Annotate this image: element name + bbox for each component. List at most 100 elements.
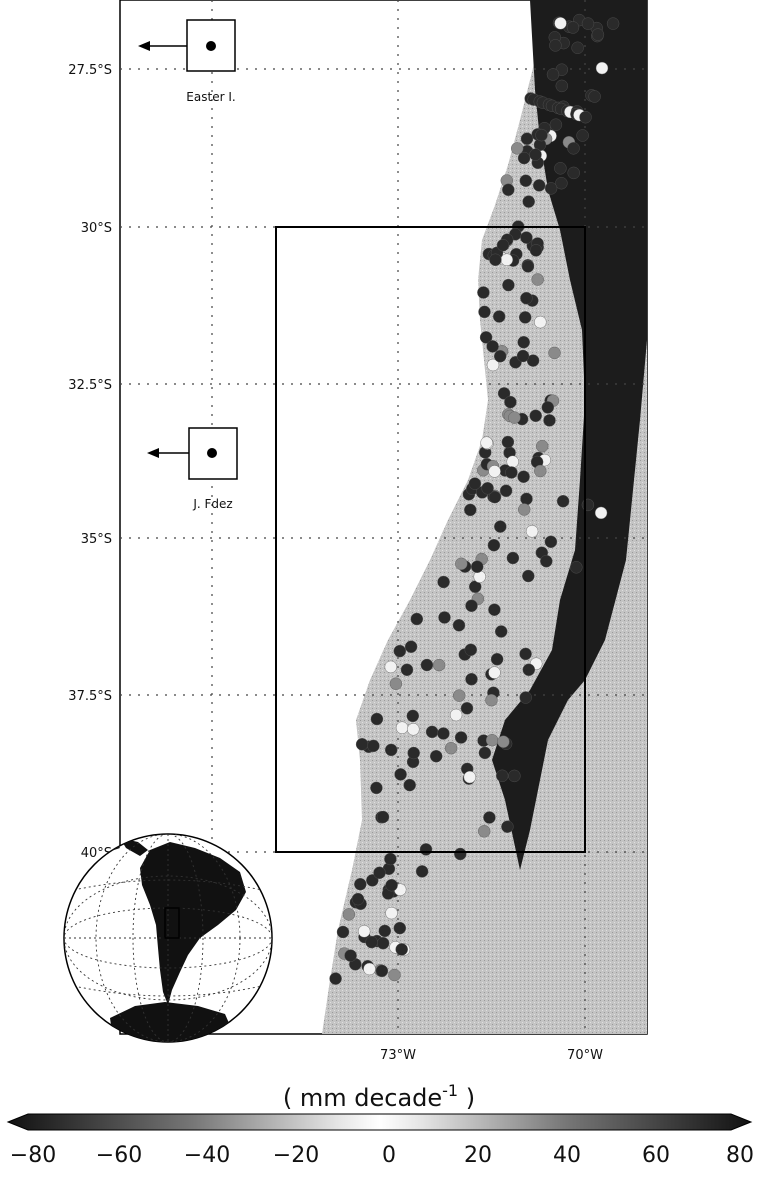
station-dot [478, 305, 491, 319]
station-dot [570, 561, 583, 574]
station-dot [430, 750, 443, 763]
station-dot [355, 738, 369, 751]
study-region-box [275, 226, 586, 853]
station-dot [520, 492, 533, 506]
station-dot [342, 908, 356, 921]
lat-label: 32.5°S [68, 378, 112, 393]
station-dot [499, 484, 513, 497]
station-dot [394, 768, 407, 781]
station-dot [511, 142, 524, 155]
station-dot [449, 708, 463, 722]
station-dot [506, 551, 520, 565]
station-dot [516, 349, 530, 363]
lat-label: 30°S [81, 221, 112, 236]
station-dot [533, 179, 546, 192]
station-dot [485, 734, 499, 747]
station-dot [502, 183, 515, 197]
station-dot [373, 866, 386, 879]
station-dot [520, 292, 533, 305]
station-dot [365, 935, 378, 949]
arrow-left-icon [147, 448, 159, 458]
station-dot [437, 727, 450, 740]
station-dot [393, 644, 406, 658]
colorbar-tick: 60 [642, 1143, 670, 1168]
station-dot [432, 658, 446, 672]
station-dot [591, 28, 605, 41]
station-dot [531, 273, 544, 286]
station-dot [520, 231, 533, 244]
longitude-labels: 73°W 70°W [380, 1048, 603, 1063]
station-dot [376, 937, 390, 950]
station-dot [490, 653, 504, 666]
station-dot [465, 599, 478, 612]
station-dot [478, 746, 492, 760]
station-dot [344, 949, 357, 962]
latitude-labels: 27.5°S 30°S 32.5°S 35°S 37.5°S 40°S [68, 63, 112, 861]
station-dot [329, 972, 342, 985]
station-dot [529, 148, 542, 161]
station-dot [519, 311, 532, 324]
colorbar-tick: 80 [726, 1143, 754, 1168]
station-dot [385, 879, 398, 892]
station-dot [363, 962, 376, 976]
station-dot [375, 964, 389, 978]
juan-fernandez-marker: J. Fdez [147, 427, 238, 511]
station-dot [444, 742, 458, 755]
station-dot [437, 575, 450, 589]
station-dot [536, 440, 549, 453]
station-dot [581, 498, 595, 512]
station-dot [366, 874, 379, 887]
lon-label: 73°W [380, 1048, 416, 1063]
station-dot [487, 539, 501, 552]
graticule [120, 0, 647, 1034]
colorbar-tick: −20 [273, 1143, 319, 1168]
station-dot [544, 535, 558, 548]
station-dot [486, 358, 500, 372]
colorbar-ticks: −80 −60 −40 −20 0 20 40 60 80 [10, 1143, 754, 1168]
station-dot [494, 520, 507, 533]
station-dot [395, 943, 408, 956]
station-dot [554, 162, 567, 175]
station-dot [581, 17, 595, 30]
station-dot [477, 286, 490, 299]
station-dot [546, 68, 560, 81]
andes-range [492, 0, 647, 870]
station-dot [529, 244, 543, 257]
station-dot [522, 569, 535, 583]
station-dot [384, 852, 397, 866]
station-dot [522, 195, 535, 208]
station-dot [518, 503, 531, 516]
station-dot [535, 128, 548, 142]
colorbar-tick: −40 [184, 1143, 230, 1168]
colorbar-tick: −80 [10, 1143, 56, 1168]
station-dot [393, 921, 406, 935]
colorbar-tick: −60 [96, 1143, 142, 1168]
station-dot [519, 691, 532, 704]
station-dot [543, 414, 556, 427]
station-dot [494, 350, 507, 363]
station-dot [453, 689, 466, 702]
station-dot [370, 712, 384, 726]
station-dot [406, 709, 419, 723]
station-dot [505, 466, 518, 479]
station-dot [496, 238, 510, 252]
station-dot [463, 770, 476, 784]
station-dot [606, 17, 620, 30]
station-dot [420, 658, 434, 672]
station-dot [415, 865, 429, 878]
station-dot [549, 118, 563, 131]
colorbar-tick: 0 [382, 1143, 396, 1168]
colorbar-tick: 40 [553, 1143, 581, 1168]
lat-label: 27.5°S [68, 63, 112, 78]
station-dot [567, 142, 580, 155]
lat-label: 35°S [81, 532, 112, 547]
station-dot [465, 673, 478, 686]
station-dot [471, 560, 484, 573]
station-dot [483, 811, 496, 824]
station-dot [384, 660, 397, 674]
station-dot [508, 411, 521, 424]
station-dot [480, 436, 493, 449]
station-dot [468, 477, 482, 490]
station-dot [525, 525, 539, 538]
station-dot [378, 924, 391, 938]
